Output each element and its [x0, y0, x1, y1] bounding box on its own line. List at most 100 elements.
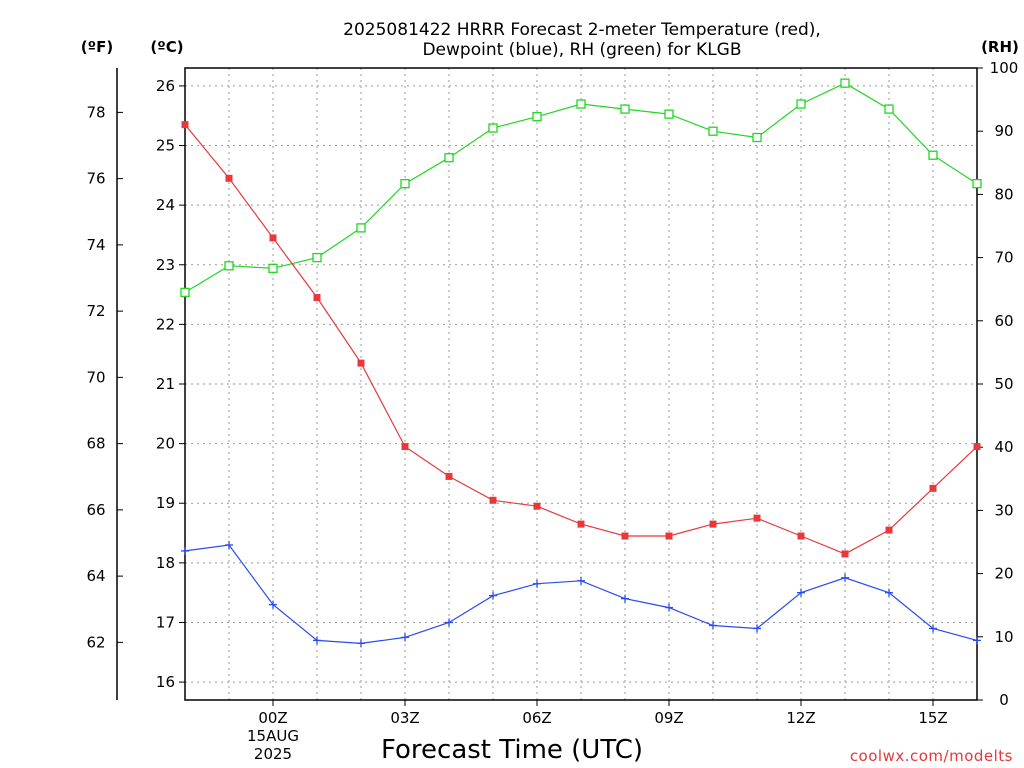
celsius-tick-label: 21 [156, 375, 175, 393]
dewpoint-data-point [225, 540, 233, 549]
dewpoint-data-point [973, 636, 981, 645]
rh-tick-label: 30 [994, 501, 1013, 519]
rh-data-point [444, 153, 454, 163]
fahrenheit-tick-label: 66 [86, 501, 105, 519]
time-tick-label: 12Z [786, 709, 815, 727]
rh-data-point [268, 263, 278, 273]
temperature-data-point [181, 121, 189, 129]
rh-data-point [576, 99, 586, 109]
celsius-tick-label: 18 [156, 554, 175, 572]
dewpoint-data-point [269, 600, 277, 609]
dewpoint-data-point [665, 603, 673, 612]
rh-tick-label: 60 [994, 312, 1013, 330]
celsius-tick-label: 23 [156, 256, 175, 274]
celsius-tick-label: 17 [156, 613, 175, 631]
dewpoint-data-point [445, 618, 453, 627]
time-tick-label: 00Z [258, 709, 287, 727]
dewpoint-data-point [709, 621, 717, 630]
rh-tick-label: 20 [994, 565, 1013, 583]
dewpoint-data-point [841, 573, 849, 582]
dewpoint-series-line [184, 544, 978, 645]
rh-tick-label: 50 [994, 375, 1013, 393]
dewpoint-data-point [797, 588, 805, 597]
gridlines [185, 68, 977, 700]
temperature-data-point [929, 484, 937, 492]
rh-tick-label: 40 [994, 438, 1013, 456]
rh-tick-label: 80 [994, 185, 1013, 203]
temperature-data-point [269, 234, 277, 242]
dewpoint-data-point [313, 636, 321, 645]
rh-data-point [708, 126, 718, 136]
dewpoint-data-point [401, 633, 409, 642]
time-tick-label: 15Z [918, 709, 947, 727]
rh-data-point [356, 223, 366, 233]
source-credit: coolwx.com/modelts [850, 747, 1013, 765]
fahrenheit-tick-label: 78 [86, 103, 105, 121]
rh-data-point [928, 150, 938, 160]
temperature-data-point [753, 514, 761, 522]
temperature-data-point [489, 496, 497, 504]
rh-data-point [752, 132, 762, 143]
temperature-data-point [225, 174, 233, 182]
temperature-data-point [445, 472, 453, 480]
rh-data-point [796, 99, 806, 109]
x-axis-title: Forecast Time (UTC) [381, 735, 643, 765]
temperature-data-point [313, 294, 321, 302]
temperature-data-point [533, 502, 541, 510]
rh-data-point [180, 287, 190, 298]
celsius-tick-label: 19 [156, 494, 175, 512]
dewpoint-data-point [489, 591, 497, 600]
rh-tick-label: 10 [994, 628, 1013, 646]
celsius-tick-label: 16 [156, 673, 175, 691]
fahrenheit-tick-label: 64 [86, 567, 105, 585]
rh-data-point [224, 261, 234, 271]
rh-tick-label: 70 [994, 249, 1013, 267]
celsius-unit-label: (ºC) [150, 38, 183, 56]
dewpoint-data-point [621, 594, 629, 603]
celsius-tick-label: 22 [156, 315, 175, 333]
rh-data-point [972, 179, 982, 189]
fahrenheit-tick-label: 70 [86, 368, 105, 386]
series-layer [180, 78, 982, 648]
temperature-data-point [709, 520, 717, 528]
temperature-data-point [665, 532, 673, 540]
rh-data-point [532, 112, 542, 122]
dewpoint-data-point [753, 624, 761, 633]
fahrenheit-axis: 62 64 66 68 70 72 74 76 78 [86, 103, 123, 651]
fahrenheit-tick-label: 76 [86, 170, 105, 188]
time-tick-label: 09Z [654, 709, 683, 727]
fahrenheit-tick-label: 68 [86, 435, 105, 453]
rh-data-point [884, 104, 894, 114]
temperature-data-point [357, 359, 365, 367]
rh-data-point [488, 123, 498, 133]
rh-data-point [620, 104, 630, 114]
time-tick-label: 03Z [390, 709, 419, 727]
rh-axis: 0 10 20 30 40 50 60 70 80 90 100 [977, 59, 1018, 709]
rh-unit-label: (RH) [981, 38, 1019, 56]
temperature-data-point [621, 532, 629, 540]
time-tick-label: 2025 [254, 745, 292, 763]
celsius-axis: 16 17 18 19 20 21 22 23 24 25 26 [156, 77, 185, 691]
temperature-data-point [973, 443, 981, 451]
dewpoint-data-point [181, 546, 189, 555]
time-tick-label: 15AUG [247, 727, 299, 745]
chart-title-line-2: Dewpoint (blue), RH (green) for KLGB [422, 40, 741, 60]
celsius-tick-label: 25 [156, 137, 175, 155]
dewpoint-data-point [533, 579, 541, 588]
rh-data-point [312, 252, 322, 263]
rh-tick-label: 0 [999, 691, 1009, 709]
rh-data-point [664, 109, 674, 119]
rh-tick-label: 90 [994, 122, 1013, 140]
temperature-data-point [885, 526, 893, 534]
temperature-data-point [841, 550, 849, 558]
dewpoint-data-point [929, 624, 937, 633]
temperature-data-point [797, 532, 805, 540]
fahrenheit-tick-label: 72 [86, 302, 105, 320]
chart-title-line-1: 2025081422 HRRR Forecast 2-meter Tempera… [343, 20, 821, 40]
dewpoint-data-point [577, 576, 585, 585]
temperature-data-point [401, 443, 409, 451]
temperature-data-point [577, 520, 585, 528]
rh-data-point [400, 179, 410, 189]
